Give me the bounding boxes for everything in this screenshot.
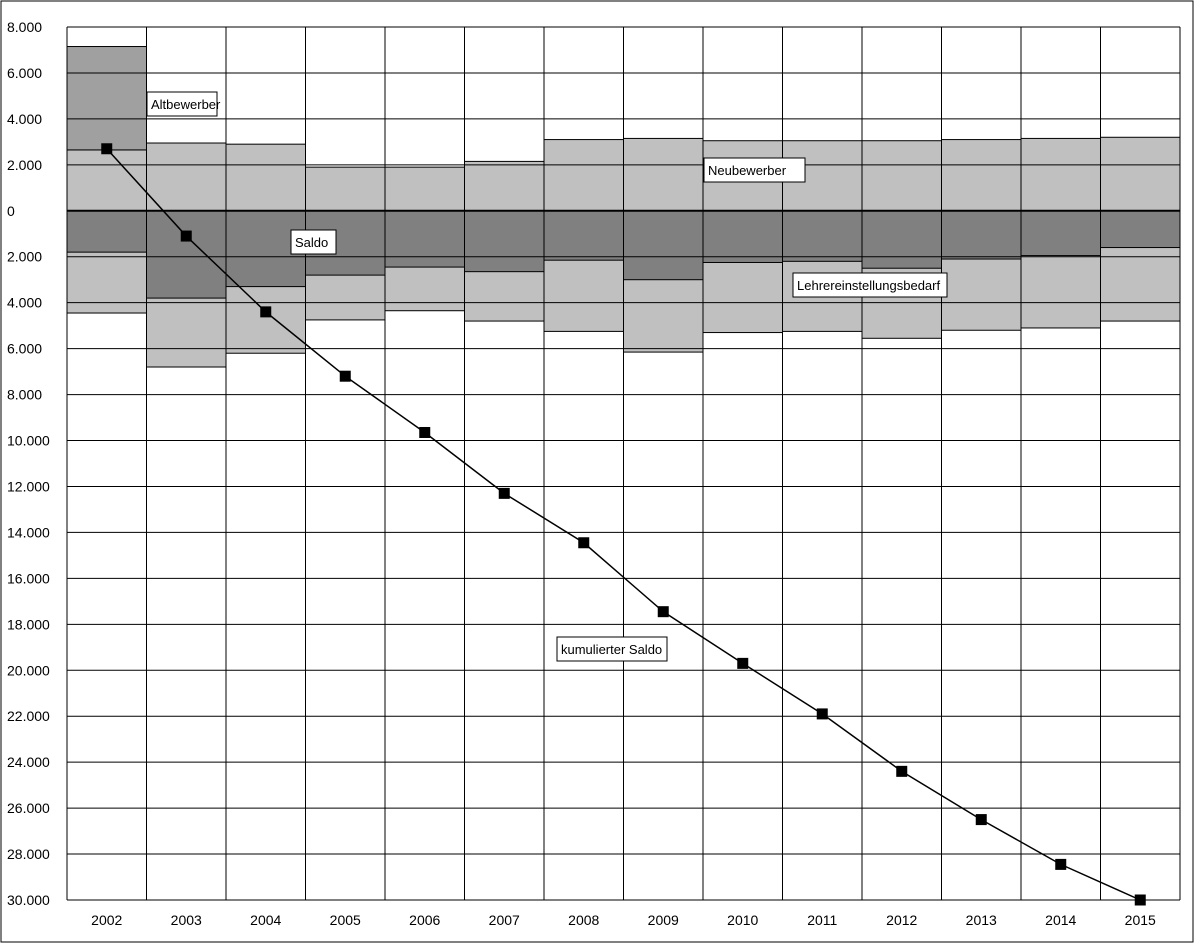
x-tick-label-2009: 2009 xyxy=(648,912,679,928)
bar-neubewerber-2004 xyxy=(225,143,306,212)
y-tick-label: 20.000 xyxy=(7,662,50,678)
tick-layer: 8.000 6.000 4.000 2.000 0 2.000 4.000 6.000 8.00… xyxy=(7,19,1156,928)
y-tick-label: 26.000 xyxy=(7,800,50,816)
y-tick-label: 16.000 xyxy=(7,570,50,586)
annotation-saldo-text: Saldo xyxy=(295,235,328,250)
bar-saldo-2013 xyxy=(941,210,1022,260)
bar-neubewerber-2005 xyxy=(305,166,386,212)
y-tick-label: 6.000 xyxy=(7,65,42,81)
bar-altbewerber-2002 xyxy=(66,46,147,151)
y-tick-label: 4.000 xyxy=(7,111,42,127)
y-tick-label: 8.000 xyxy=(7,387,42,403)
bar-saldo-2009 xyxy=(623,210,704,281)
y-tick-label: 22.000 xyxy=(7,708,50,724)
marker-kumulierter-saldo-2002 xyxy=(101,143,113,155)
annotation-saldo: Saldo xyxy=(290,229,337,255)
bar-saldo-2007 xyxy=(464,210,545,273)
x-tick-label-2002: 2002 xyxy=(91,912,122,928)
y-tick-label: 0 xyxy=(7,203,15,219)
y-tick-label: 30.000 xyxy=(7,892,50,908)
marker-kumulierter-saldo-2011 xyxy=(816,708,828,720)
line-kumulierter-saldo xyxy=(106,148,1141,901)
annotation-kumuliert-text: kumulierter Saldo xyxy=(561,642,662,657)
bar-saldo-2012 xyxy=(861,210,942,269)
x-tick-label-2008: 2008 xyxy=(568,912,599,928)
annotation-bedarf-text: Lehrereinstellungsbedarf xyxy=(797,278,940,293)
annotation-altbewerber-text: Altbewerber xyxy=(151,97,221,112)
annotation-neubewerber-text: Neubewerber xyxy=(708,163,787,178)
bar-neubewerber-2008 xyxy=(543,139,624,212)
y-tick-label: 6.000 xyxy=(7,341,42,357)
bar-neubewerber-2012 xyxy=(861,140,942,212)
bar-saldo-2008 xyxy=(543,210,624,261)
marker-kumulierter-saldo-2010 xyxy=(737,657,749,669)
x-tick-label-2011: 2011 xyxy=(807,912,837,928)
bar-neubewerber-2014 xyxy=(1020,137,1101,212)
bar-neubewerber-2006 xyxy=(384,166,465,212)
bar-saldo-2003 xyxy=(146,210,227,299)
x-tick-label-2007: 2007 xyxy=(489,912,520,928)
y-tick-label: 8.000 xyxy=(7,19,42,35)
marker-kumulierter-saldo-2009 xyxy=(657,606,669,618)
bar-saldo-2014 xyxy=(1020,210,1101,257)
marker-kumulierter-saldo-2014 xyxy=(1055,858,1067,870)
bar-saldo-2002 xyxy=(66,210,147,253)
bar-neubewerber-2003 xyxy=(146,142,227,212)
annotation-altbewerber: Altbewerber xyxy=(146,91,221,117)
x-tick-label-2005: 2005 xyxy=(330,912,361,928)
marker-kumulierter-saldo-2008 xyxy=(578,537,590,549)
marker-kumulierter-saldo-2006 xyxy=(419,426,431,438)
y-tick-label: 24.000 xyxy=(7,754,50,770)
bar-neubewerber-2009 xyxy=(623,137,704,212)
bar-saldo-2010 xyxy=(702,210,783,263)
x-tick-label-2003: 2003 xyxy=(171,912,202,928)
annotation-kumuliert: kumulierter Saldo xyxy=(556,636,668,662)
bar-neubewerber-2002 xyxy=(66,149,147,212)
y-tick-label: 2.000 xyxy=(7,157,42,173)
x-tick-label-2004: 2004 xyxy=(250,912,281,928)
annotation-neubewerber: Neubewerber xyxy=(703,157,806,183)
y-tick-label: 12.000 xyxy=(7,478,50,494)
annotation-bedarf: Lehrereinstellungsbedarf xyxy=(792,272,948,298)
bar-neubewerber-2015 xyxy=(1100,136,1181,212)
y-tick-label: 18.000 xyxy=(7,616,50,632)
y-tick-label: 28.000 xyxy=(7,846,50,862)
cumulative-line-layer xyxy=(101,143,1146,906)
x-tick-label-2012: 2012 xyxy=(886,912,917,928)
x-tick-label-2006: 2006 xyxy=(409,912,440,928)
x-tick-label-2014: 2014 xyxy=(1045,912,1076,928)
bar-saldo-2006 xyxy=(384,210,465,268)
y-tick-label: 4.000 xyxy=(7,295,42,311)
marker-kumulierter-saldo-2015 xyxy=(1134,894,1146,906)
y-tick-label: 10.000 xyxy=(7,433,50,449)
marker-kumulierter-saldo-2003 xyxy=(180,230,192,242)
x-tick-label-2013: 2013 xyxy=(966,912,997,928)
bar-neubewerber-2013 xyxy=(941,139,1022,212)
marker-kumulierter-saldo-2012 xyxy=(896,765,908,777)
bar-saldo-2015 xyxy=(1100,210,1181,249)
bar-neubewerber-2007 xyxy=(464,160,545,212)
marker-kumulierter-saldo-2005 xyxy=(339,370,351,382)
y-tick-label: 14.000 xyxy=(7,524,50,540)
marker-kumulierter-saldo-2013 xyxy=(975,814,987,826)
bar-saldo-2011 xyxy=(782,210,863,262)
y-tick-label: 2.000 xyxy=(7,249,42,265)
x-tick-label-2015: 2015 xyxy=(1125,912,1156,928)
marker-kumulierter-saldo-2007 xyxy=(498,487,510,499)
marker-kumulierter-saldo-2004 xyxy=(260,306,272,318)
x-tick-label-2010: 2010 xyxy=(727,912,758,928)
